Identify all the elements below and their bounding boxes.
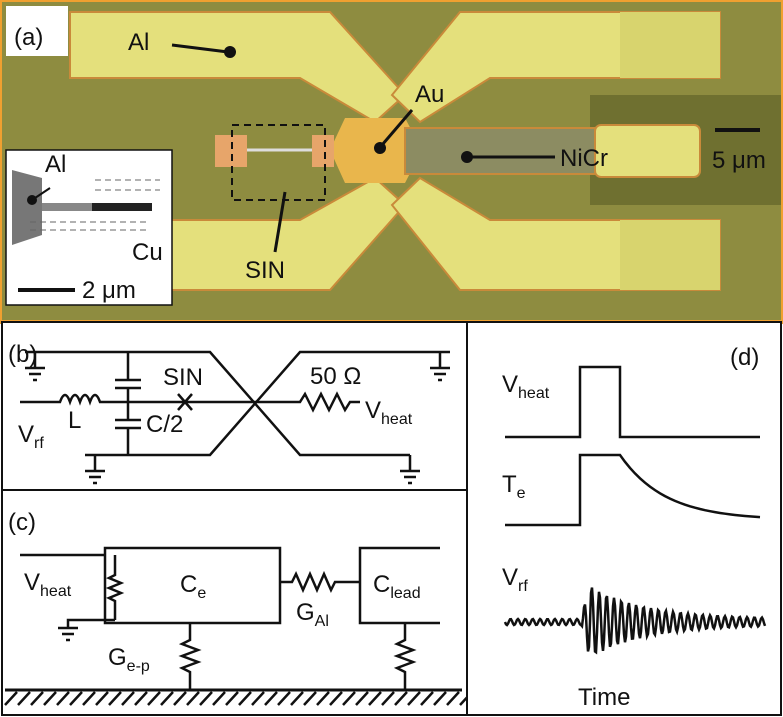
symbol: V — [18, 421, 34, 448]
symbol: V — [502, 371, 518, 398]
subscript: Al — [315, 613, 329, 630]
symbol: C — [373, 571, 390, 598]
subscript: heat — [381, 411, 413, 428]
subscript: heat — [518, 385, 550, 402]
micrograph: (a) Al Au NiCr 5 μm SIN Al Cu 2 μm — [0, 0, 783, 322]
subscript: e — [197, 585, 206, 602]
timing-d: (d) Vheat Te Vrf Time — [467, 322, 781, 715]
symbol: V — [502, 564, 518, 591]
subscript: e-p — [127, 658, 150, 675]
label-sin: SIN — [163, 364, 203, 391]
subscript: rf — [34, 435, 44, 452]
panel-label: (a) — [14, 24, 43, 51]
panel-label: (d) — [730, 344, 759, 371]
subscript: e — [517, 485, 526, 502]
symbol: C — [180, 571, 197, 598]
subscript: heat — [40, 583, 72, 600]
label-time: Time — [578, 684, 630, 711]
label-sin: SIN — [245, 257, 285, 284]
inset-scale: 2 μm — [82, 277, 136, 304]
label-au: Au — [415, 81, 444, 108]
symbol: V — [24, 569, 40, 596]
circuit-b: (b) SIN 50 Ω Vheat Vrf L C/2 — [2, 322, 467, 490]
inset-al: Al — [45, 151, 66, 178]
label-inductor: L — [68, 407, 81, 434]
subscript: rf — [518, 578, 528, 595]
figure: (a) Al Au NiCr 5 μm SIN Al Cu 2 μm (b) S… — [0, 0, 783, 717]
label-capacitor: C/2 — [146, 411, 183, 438]
symbol: T — [502, 471, 517, 498]
panel-label: (b) — [8, 341, 37, 368]
symbol: V — [365, 397, 381, 424]
subscript: lead — [390, 585, 420, 602]
panel-label: (c) — [8, 509, 36, 536]
inset-cu: Cu — [132, 239, 163, 266]
thermal-model-c: (c) Vheat Ce GAl Clead Ge-p — [2, 490, 472, 715]
label-nicr: NiCr — [560, 145, 608, 172]
label-al: Al — [128, 29, 149, 56]
symbol: G — [296, 599, 315, 626]
symbol: G — [108, 644, 127, 671]
label-resistor: 50 Ω — [310, 363, 361, 390]
scale-bar: 5 μm — [712, 147, 766, 174]
